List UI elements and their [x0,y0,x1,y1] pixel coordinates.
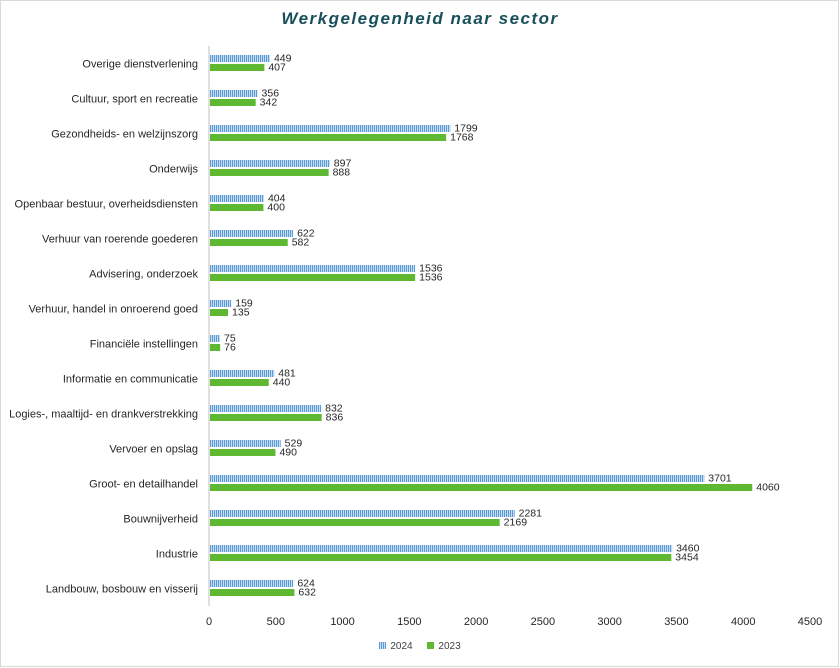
x-tick-label: 3500 [664,616,688,628]
data-label-2024: 75 [224,333,236,345]
data-label-2023: 836 [326,412,344,424]
legend-label-2024: 2024 [390,641,413,652]
bar-2024 [210,300,232,307]
data-label-2023: 400 [267,202,285,214]
category-label: Cultuur, sport en recreatie [71,94,198,106]
data-label-2023: 342 [260,97,278,109]
legend-swatch-2024 [379,642,387,649]
data-label-2024: 897 [334,158,352,170]
data-label-2024: 832 [325,403,343,415]
bar-2023 [210,274,416,281]
data-label-2024: 624 [297,578,315,590]
x-tick-label: 3000 [597,616,621,628]
bar-2023 [210,239,288,246]
legend: 2024 2023 [0,641,840,652]
bar-2024 [210,545,673,552]
data-label-2023: 1768 [450,132,474,144]
category-label: Bouwnijverheid [123,514,198,526]
data-label-2024: 159 [235,298,253,310]
data-label-2023: 3454 [675,552,699,564]
legend-item-2024: 2024 [379,641,413,652]
category-label: Advisering, onderzoek [89,269,198,281]
data-label-2023: 582 [292,237,310,249]
bar-2024 [210,265,416,272]
data-label-2023: 4060 [756,482,780,494]
category-label: Vervoer en opslag [109,444,198,456]
bar-2023 [210,554,672,561]
category-label: Onderwijs [149,164,198,176]
data-label-2024: 404 [268,193,286,205]
bar-2023 [210,379,269,386]
category-label: Verhuur van roerende goederen [42,234,198,246]
bar-2023 [210,414,322,421]
bar-2024 [210,160,330,167]
bar-2023 [210,519,500,526]
bar-2023 [210,64,265,71]
bar-2023 [210,449,276,456]
chart-title: Werkgelegenheid naar sector [281,9,559,28]
category-label: Industrie [156,549,198,561]
legend-item-2023: 2023 [427,641,461,652]
x-tick-label: 500 [267,616,285,628]
category-label: Overige dienstverlening [82,59,198,71]
data-label-2023: 888 [333,167,351,179]
bar-2024 [210,125,451,132]
category-label: Informatie en communicatie [63,374,198,386]
bar-2023 [210,169,329,176]
bar-2024 [210,405,322,412]
category-label: Logies-, maaltijd- en drankverstrekking [9,409,198,421]
data-label-2023: 76 [224,342,236,354]
data-label-2024: 2281 [519,508,543,520]
bar-2024 [210,195,264,202]
bar-2023 [210,589,295,596]
category-label: Gezondheids- en welzijnszorg [51,129,198,141]
data-label-2024: 529 [285,438,303,450]
bar-2023 [210,204,264,211]
category-label: Verhuur, handel in onroerend goed [29,304,198,316]
bar-2024 [210,230,294,237]
data-label-2024: 3701 [708,473,732,485]
bar-2024 [210,370,275,377]
x-tick-label: 2000 [464,616,488,628]
x-tick-label: 1500 [397,616,421,628]
bar-2023 [210,484,753,491]
data-label-2023: 1536 [419,272,443,284]
data-label-2024: 622 [297,228,315,240]
x-tick-label: 4000 [731,616,755,628]
category-label: Landbouw, bosbouw en visserij [46,584,198,596]
data-label-2024: 1799 [454,123,478,135]
bar-2023 [210,344,221,351]
bar-2024 [210,510,515,517]
bar-2024 [210,335,221,342]
data-label-2024: 3460 [676,543,700,555]
bar-2023 [210,134,447,141]
data-label-2023: 632 [298,587,316,599]
bar-2024 [210,580,294,587]
category-label: Financiële instellingen [90,339,198,351]
x-tick-label: 0 [206,616,212,628]
bar-2024 [210,475,705,482]
data-label-2023: 490 [279,447,297,459]
x-tick-label: 1000 [330,616,354,628]
data-label-2024: 1536 [419,263,443,275]
data-label-2023: 135 [232,307,250,319]
legend-label-2023: 2023 [438,641,461,652]
data-label-2023: 440 [273,377,291,389]
bar-2023 [210,99,256,106]
data-label-2024: 449 [274,53,292,65]
bar-2024 [210,55,270,62]
bar-2024 [210,90,258,97]
category-label: Openbaar bestuur, overheidsdiensten [15,199,198,211]
bar-2023 [210,309,229,316]
data-label-2024: 481 [278,368,296,380]
data-label-2023: 2169 [504,517,528,529]
data-label-2023: 407 [268,62,286,74]
bar-2024 [210,440,281,447]
x-tick-label: 4500 [798,616,822,628]
legend-swatch-2023 [427,642,435,649]
data-label-2024: 356 [262,88,280,100]
x-tick-label: 2500 [531,616,555,628]
category-label: Groot- en detailhandel [89,479,198,491]
